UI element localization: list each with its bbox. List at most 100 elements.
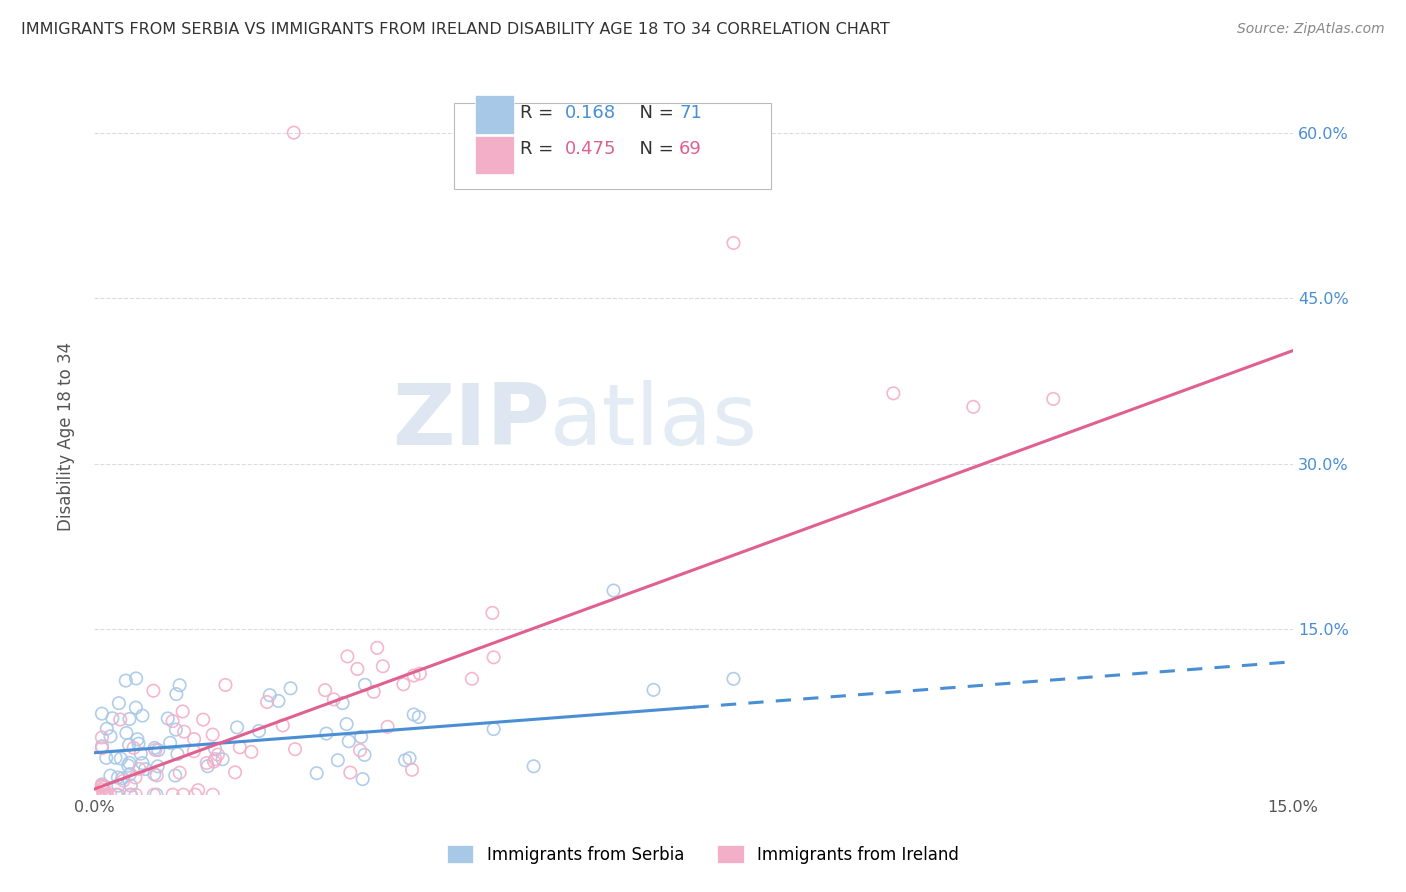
Point: [114, 673, 136, 688]
Point: [156, 711, 179, 725]
Point: [224, 765, 246, 780]
Y-axis label: Disability Age 18 to 34: Disability Age 18 to 34: [58, 342, 75, 531]
Point: [110, 713, 132, 727]
Point: [129, 747, 152, 761]
FancyBboxPatch shape: [454, 103, 772, 188]
Point: [115, 726, 138, 740]
Point: [267, 694, 290, 708]
Point: [305, 766, 328, 780]
Point: [159, 736, 181, 750]
Point: [366, 640, 388, 655]
Point: [183, 744, 205, 758]
Point: [93, 780, 115, 795]
Point: [107, 788, 129, 802]
Point: [93, 788, 115, 802]
Text: R =: R =: [520, 140, 564, 158]
Point: [184, 788, 207, 802]
Point: [408, 710, 430, 724]
Point: [183, 732, 205, 747]
Point: [90, 706, 112, 721]
Point: [211, 752, 233, 766]
Point: [201, 788, 224, 802]
Point: [481, 606, 503, 620]
Text: atlas: atlas: [550, 380, 758, 463]
Point: [172, 705, 194, 719]
Point: [162, 714, 184, 728]
Point: [197, 759, 219, 773]
Point: [207, 747, 229, 762]
Point: [283, 126, 305, 140]
Point: [962, 400, 984, 414]
Point: [143, 743, 166, 757]
Point: [107, 771, 129, 785]
Point: [162, 788, 184, 802]
Point: [120, 779, 142, 793]
Point: [352, 772, 374, 786]
Point: [118, 712, 141, 726]
Legend: Immigrants from Serbia, Immigrants from Ireland: Immigrants from Serbia, Immigrants from …: [440, 838, 966, 871]
Point: [315, 726, 337, 740]
Point: [96, 788, 118, 802]
Point: [118, 738, 141, 752]
Point: [127, 732, 149, 747]
Point: [482, 650, 505, 665]
Point: [353, 747, 375, 762]
Point: [104, 750, 127, 764]
Point: [100, 769, 122, 783]
Point: [142, 788, 165, 802]
Point: [377, 720, 399, 734]
Point: [247, 723, 270, 738]
Point: [165, 687, 187, 701]
FancyBboxPatch shape: [475, 95, 513, 134]
Point: [350, 730, 373, 744]
Point: [202, 755, 225, 769]
Point: [125, 788, 148, 802]
Point: [339, 765, 361, 780]
Point: [193, 713, 215, 727]
Point: [195, 756, 218, 770]
Point: [173, 724, 195, 739]
Point: [169, 678, 191, 692]
Point: [90, 739, 112, 754]
Point: [146, 768, 169, 782]
Point: [256, 695, 278, 709]
Point: [271, 718, 294, 732]
Point: [259, 688, 281, 702]
Point: [148, 743, 170, 757]
FancyBboxPatch shape: [475, 136, 513, 174]
Point: [326, 753, 349, 767]
Point: [482, 722, 505, 736]
Point: [107, 779, 129, 793]
Point: [1042, 392, 1064, 406]
Point: [226, 720, 249, 734]
Point: [336, 649, 359, 664]
Point: [96, 751, 118, 765]
Point: [409, 666, 432, 681]
Point: [354, 678, 377, 692]
Point: [122, 740, 145, 755]
Text: 0.475: 0.475: [565, 140, 617, 158]
Text: IMMIGRANTS FROM SERBIA VS IMMIGRANTS FROM IRELAND DISABILITY AGE 18 TO 34 CORREL: IMMIGRANTS FROM SERBIA VS IMMIGRANTS FRO…: [21, 22, 890, 37]
Point: [91, 782, 114, 797]
Point: [402, 707, 425, 722]
Point: [90, 780, 112, 794]
Point: [105, 788, 128, 802]
Point: [118, 756, 141, 770]
Point: [134, 762, 156, 776]
Point: [363, 685, 385, 699]
Point: [145, 788, 167, 802]
Point: [204, 752, 226, 766]
Point: [371, 659, 394, 673]
Text: N =: N =: [627, 140, 685, 158]
Point: [284, 742, 307, 756]
Point: [882, 386, 904, 401]
Point: [96, 722, 118, 736]
Point: [117, 758, 139, 772]
Point: [90, 741, 112, 756]
Point: [101, 711, 124, 725]
Point: [314, 683, 336, 698]
Point: [392, 677, 415, 691]
Point: [108, 696, 131, 710]
Point: [142, 683, 165, 698]
Text: 0.168: 0.168: [565, 104, 616, 122]
